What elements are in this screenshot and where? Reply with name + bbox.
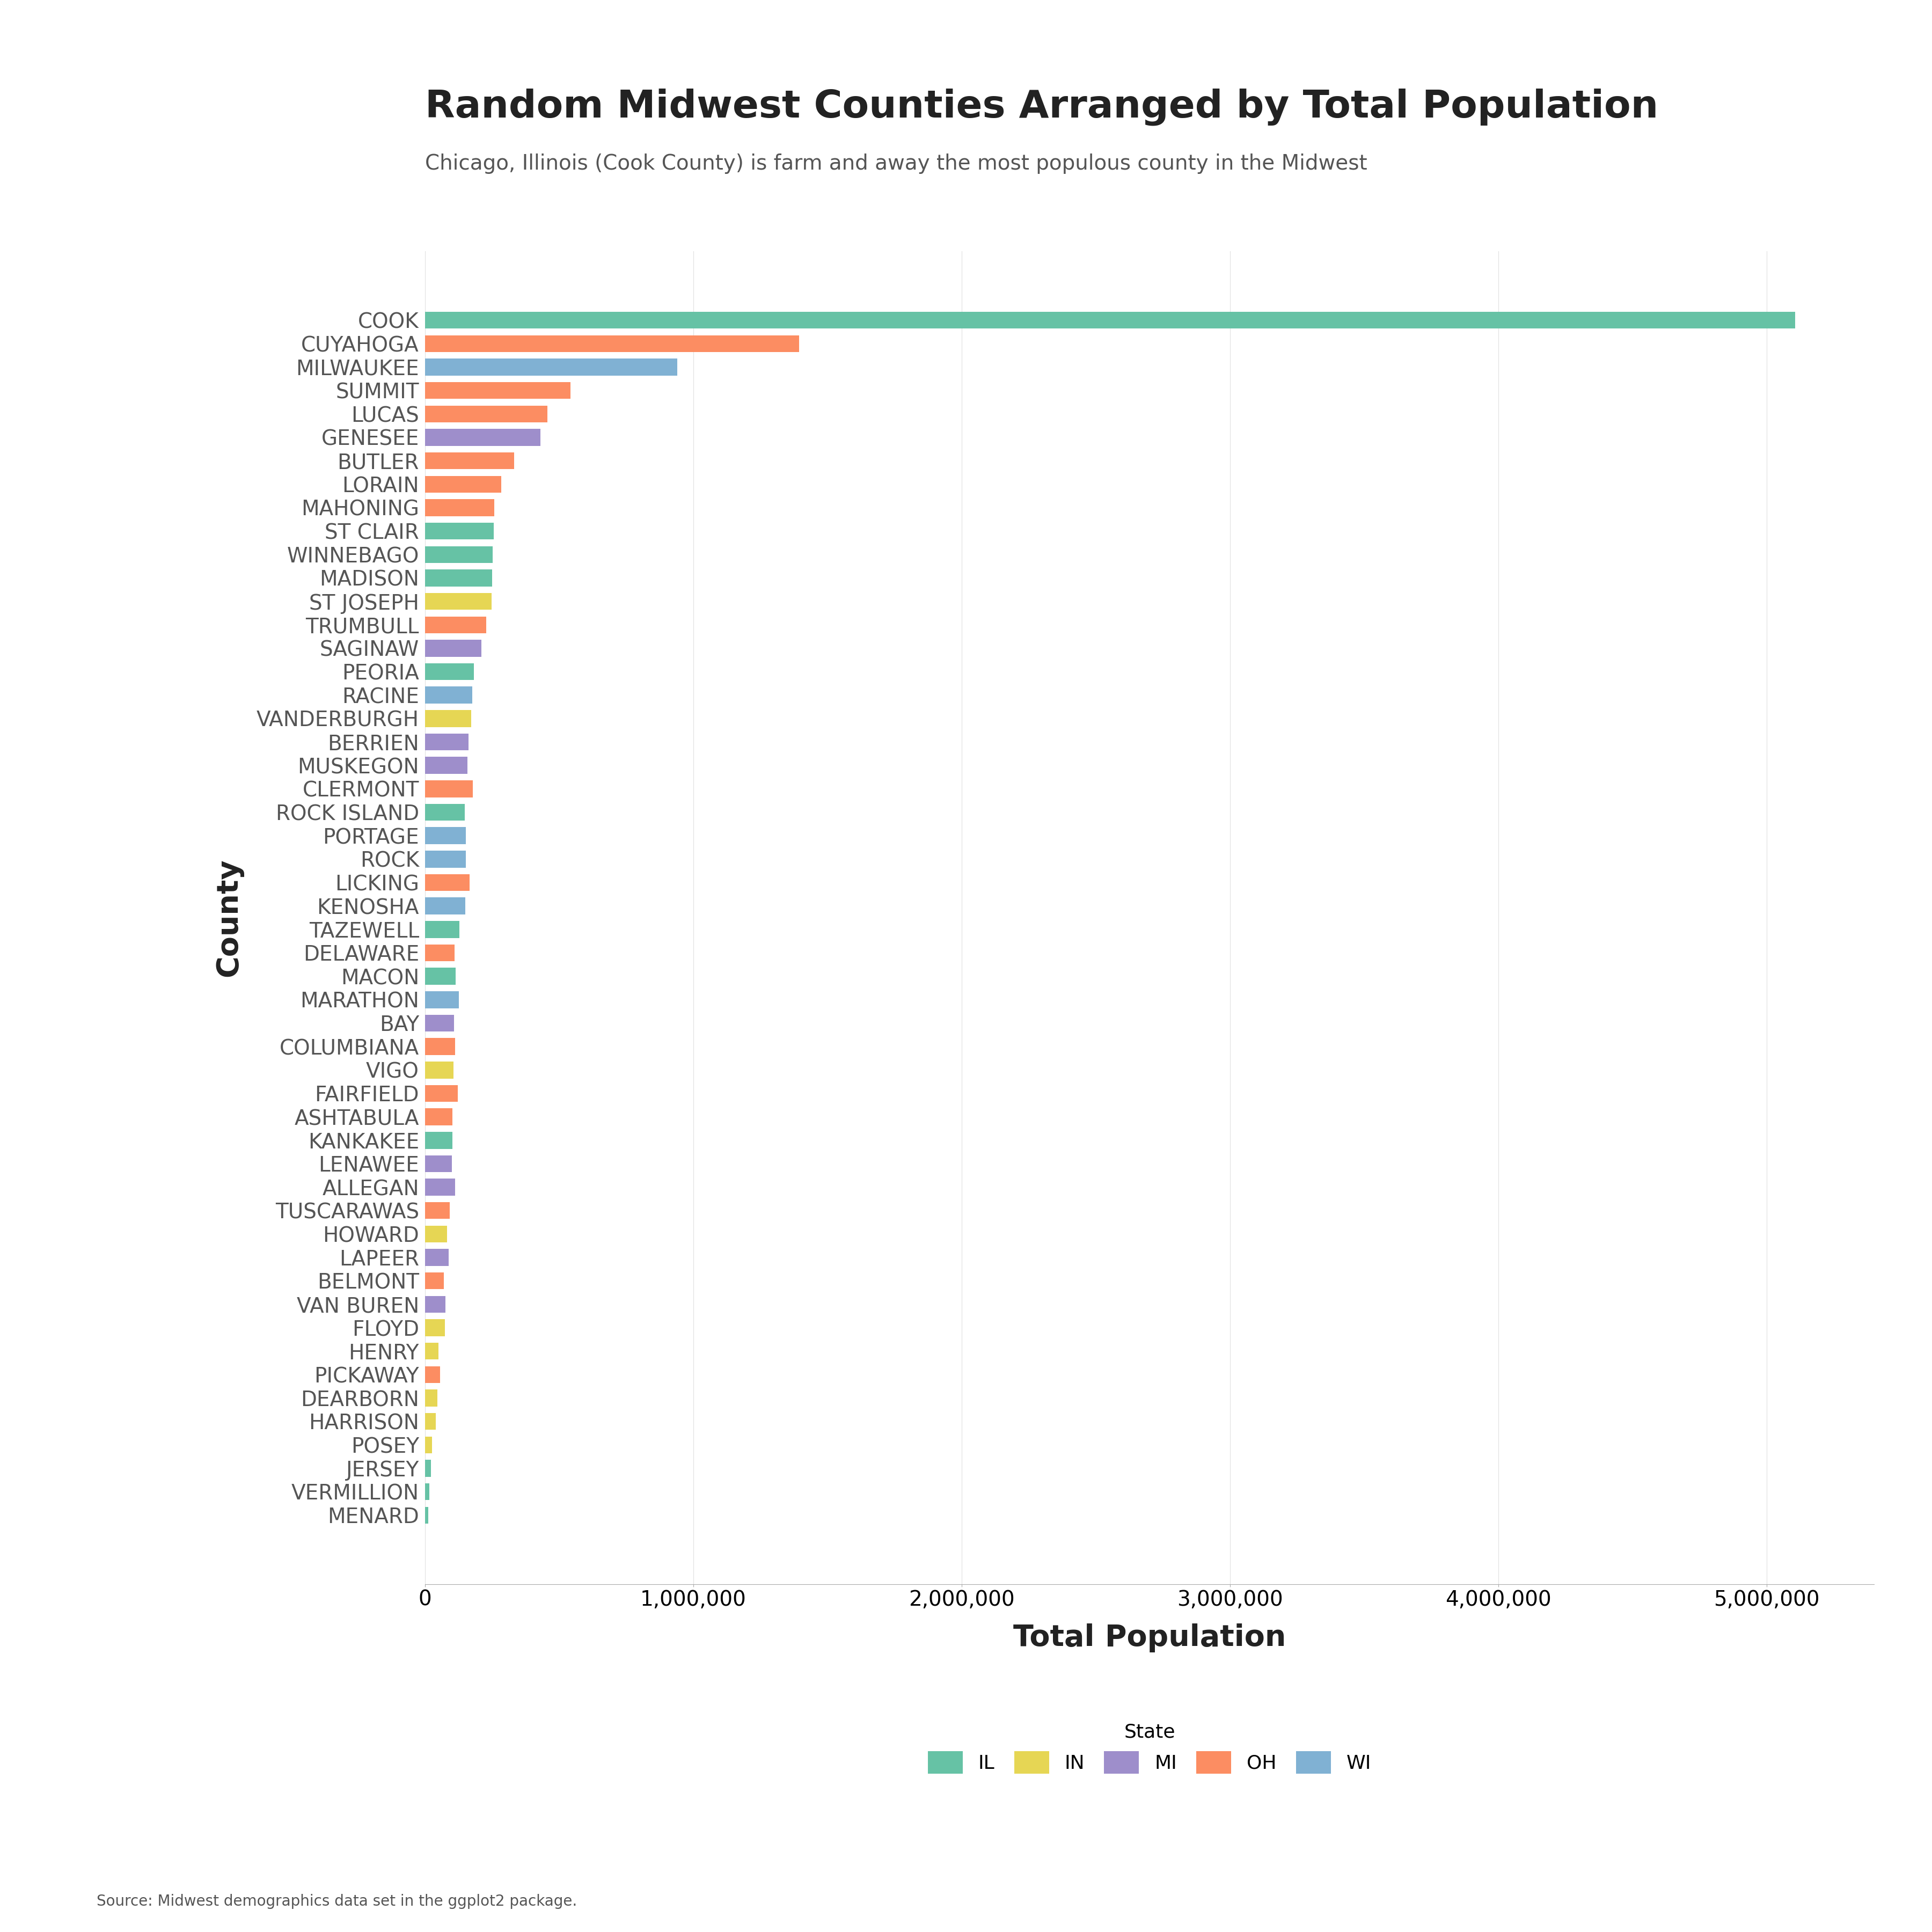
Bar — [425, 406, 547, 423]
Bar — [425, 616, 487, 634]
Bar — [425, 781, 473, 798]
Bar — [425, 1061, 454, 1078]
Bar — [425, 734, 469, 750]
Bar — [425, 1037, 456, 1055]
Bar — [425, 639, 481, 657]
Bar — [425, 663, 473, 680]
Bar — [425, 1109, 452, 1124]
Bar — [425, 1484, 429, 1501]
Text: Random Midwest Counties Arranged by Total Population: Random Midwest Counties Arranged by Tota… — [425, 89, 1658, 126]
Bar — [425, 1202, 450, 1219]
Bar — [425, 1461, 431, 1476]
Bar — [425, 1155, 452, 1173]
Bar — [425, 804, 464, 821]
Bar — [425, 1225, 448, 1242]
Bar — [425, 991, 458, 1009]
Bar — [425, 1389, 437, 1406]
Bar — [425, 850, 466, 867]
Bar — [425, 452, 514, 469]
Bar — [425, 1437, 433, 1453]
Bar — [425, 547, 493, 562]
Bar — [425, 1412, 435, 1430]
Bar — [425, 570, 493, 587]
Bar — [425, 311, 1795, 328]
Bar — [425, 498, 495, 516]
Bar — [425, 1296, 446, 1312]
Bar — [425, 524, 495, 539]
Bar — [425, 1366, 440, 1383]
Bar — [425, 686, 471, 703]
X-axis label: Total Population: Total Population — [1012, 1623, 1287, 1652]
Bar — [425, 1343, 439, 1360]
Bar — [425, 475, 502, 493]
Bar — [425, 1320, 444, 1337]
Text: Source: Midwest demographics data set in the ggplot2 package.: Source: Midwest demographics data set in… — [97, 1893, 578, 1909]
Bar — [425, 1248, 448, 1265]
Bar — [425, 1014, 454, 1032]
Text: Chicago, Illinois (Cook County) is farm and away the most populous county in the: Chicago, Illinois (Cook County) is farm … — [425, 153, 1368, 174]
Bar — [425, 968, 456, 985]
Bar — [425, 757, 468, 775]
Bar — [425, 1507, 429, 1524]
Bar — [425, 1086, 458, 1101]
Bar — [425, 429, 541, 446]
Bar — [425, 827, 466, 844]
Bar — [425, 873, 469, 891]
Bar — [425, 1132, 452, 1150]
Bar — [425, 359, 678, 375]
Bar — [425, 334, 800, 352]
Y-axis label: County: County — [214, 858, 243, 978]
Bar — [425, 1179, 454, 1196]
Bar — [425, 711, 471, 726]
Bar — [425, 383, 570, 398]
Bar — [425, 922, 460, 937]
Bar — [425, 945, 454, 962]
Bar — [425, 1273, 444, 1289]
Bar — [425, 593, 491, 611]
Bar — [425, 898, 466, 914]
Legend: IL, IN, MI, OH, WI: IL, IN, MI, OH, WI — [920, 1716, 1379, 1781]
